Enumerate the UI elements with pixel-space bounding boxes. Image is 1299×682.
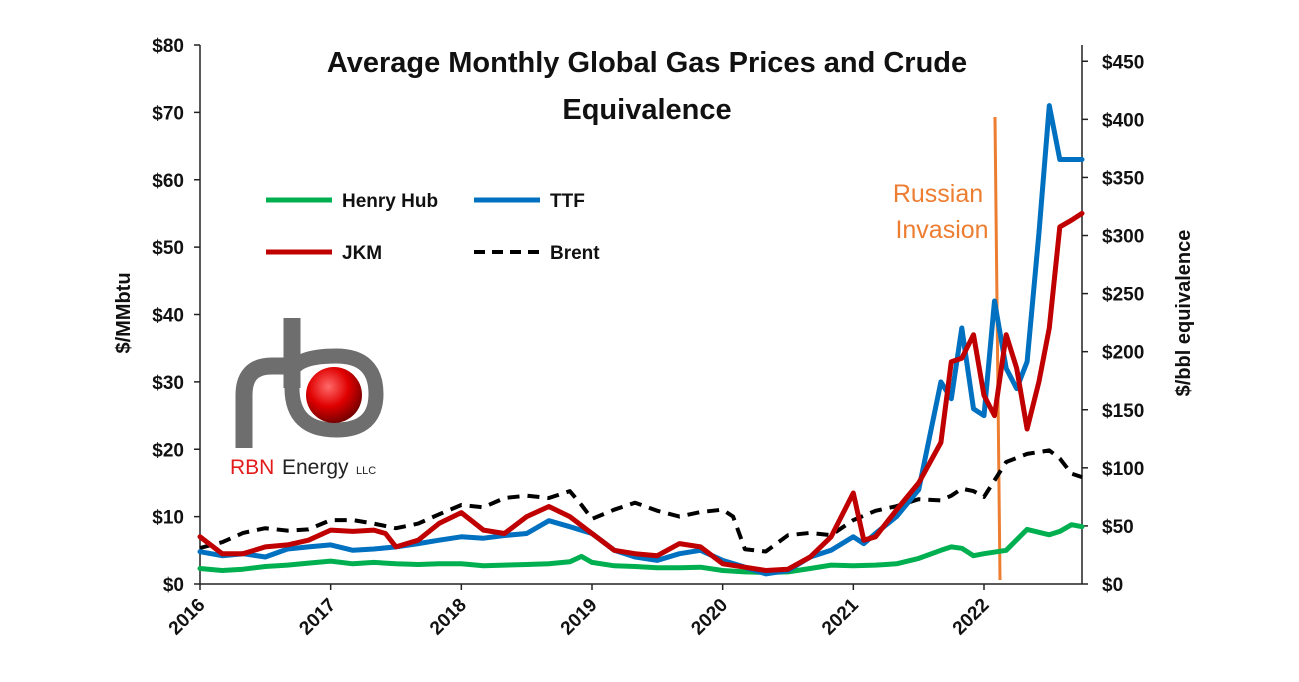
y-tick-label: $0 (163, 575, 184, 596)
y2-axis: $0 $50 $100 $150 $200 $250 $300 $350 $400 $450 (1082, 52, 1144, 596)
x-tick-label: 2020 (687, 595, 732, 640)
series-layer (197, 103, 1085, 577)
y-tick-label: $50 (152, 238, 184, 259)
y-tick-label: $70 (152, 103, 184, 124)
y2-tick-label: $100 (1102, 459, 1144, 480)
annotation-line-1: Russian (893, 180, 983, 208)
legend-label-jkm: JKM (342, 243, 382, 264)
annotation-line-2: Invasion (895, 216, 988, 244)
legend-label-ttf: TTF (550, 191, 585, 212)
y-tick-label: $80 (152, 36, 184, 57)
y-tick-label: $20 (152, 440, 184, 461)
y-axis-label: $/MMbtu (113, 272, 135, 353)
y2-tick-label: $250 (1102, 285, 1144, 306)
y2-tick-label: $450 (1102, 52, 1144, 73)
chart-title-line-2: Equivalence (562, 94, 731, 126)
invasion-marker-line (993, 116, 1002, 581)
logo-pipe-loop (284, 348, 384, 438)
y-tick-label: $30 (152, 373, 184, 394)
y-tick-label: $40 (152, 306, 184, 327)
logo-brand: RBN (230, 456, 274, 479)
legend-label-brent: Brent (550, 243, 600, 264)
series-line-brent (199, 448, 1083, 554)
series-line-henry-hub (197, 522, 1085, 575)
x-tick-label: 2022 (949, 595, 994, 640)
invasion-annotation: Russian Invasion (893, 116, 1002, 581)
legend-label-henry-hub: Henry Hub (342, 191, 438, 212)
x-tick-label: 2018 (426, 595, 471, 640)
y2-tick-label: $200 (1102, 343, 1144, 364)
logo-name: Energy (282, 456, 349, 479)
y-axis: $0 $10 $20 $30 $40 $50 $60 $70 $80 (152, 36, 200, 596)
y2-tick-label: $50 (1102, 517, 1134, 538)
x-tick-label: 2016 (165, 595, 210, 640)
logo-ball (306, 367, 362, 423)
y-tick-label: $60 (152, 171, 184, 192)
y2-tick-label: $300 (1102, 227, 1144, 248)
y2-tick-label: $0 (1102, 575, 1123, 596)
legend: Henry Hub TTF JKM Brent (266, 191, 600, 264)
chart-title-line-1: Average Monthly Global Gas Prices and Cr… (327, 47, 967, 79)
y2-tick-label: $150 (1102, 401, 1144, 422)
logo-pipe-left (235, 357, 294, 448)
y2-axis-label: $/bbl equivalence (1173, 230, 1195, 397)
x-tick-label: 2021 (818, 594, 863, 639)
y2-tick-label: $400 (1102, 110, 1144, 131)
x-tick-label: 2017 (295, 595, 340, 640)
logo-suffix: LLC (356, 465, 376, 477)
x-axis: 2016 2017 2018 2019 2020 2021 2022 (165, 584, 994, 639)
rbn-logo: RBN Energy LLC (230, 318, 384, 479)
x-tick-label: 2019 (557, 595, 602, 640)
y2-tick-label: $350 (1102, 168, 1144, 189)
series-line-jkm (197, 210, 1085, 573)
series-line-ttf (197, 103, 1085, 577)
y-tick-label: $10 (152, 508, 184, 529)
